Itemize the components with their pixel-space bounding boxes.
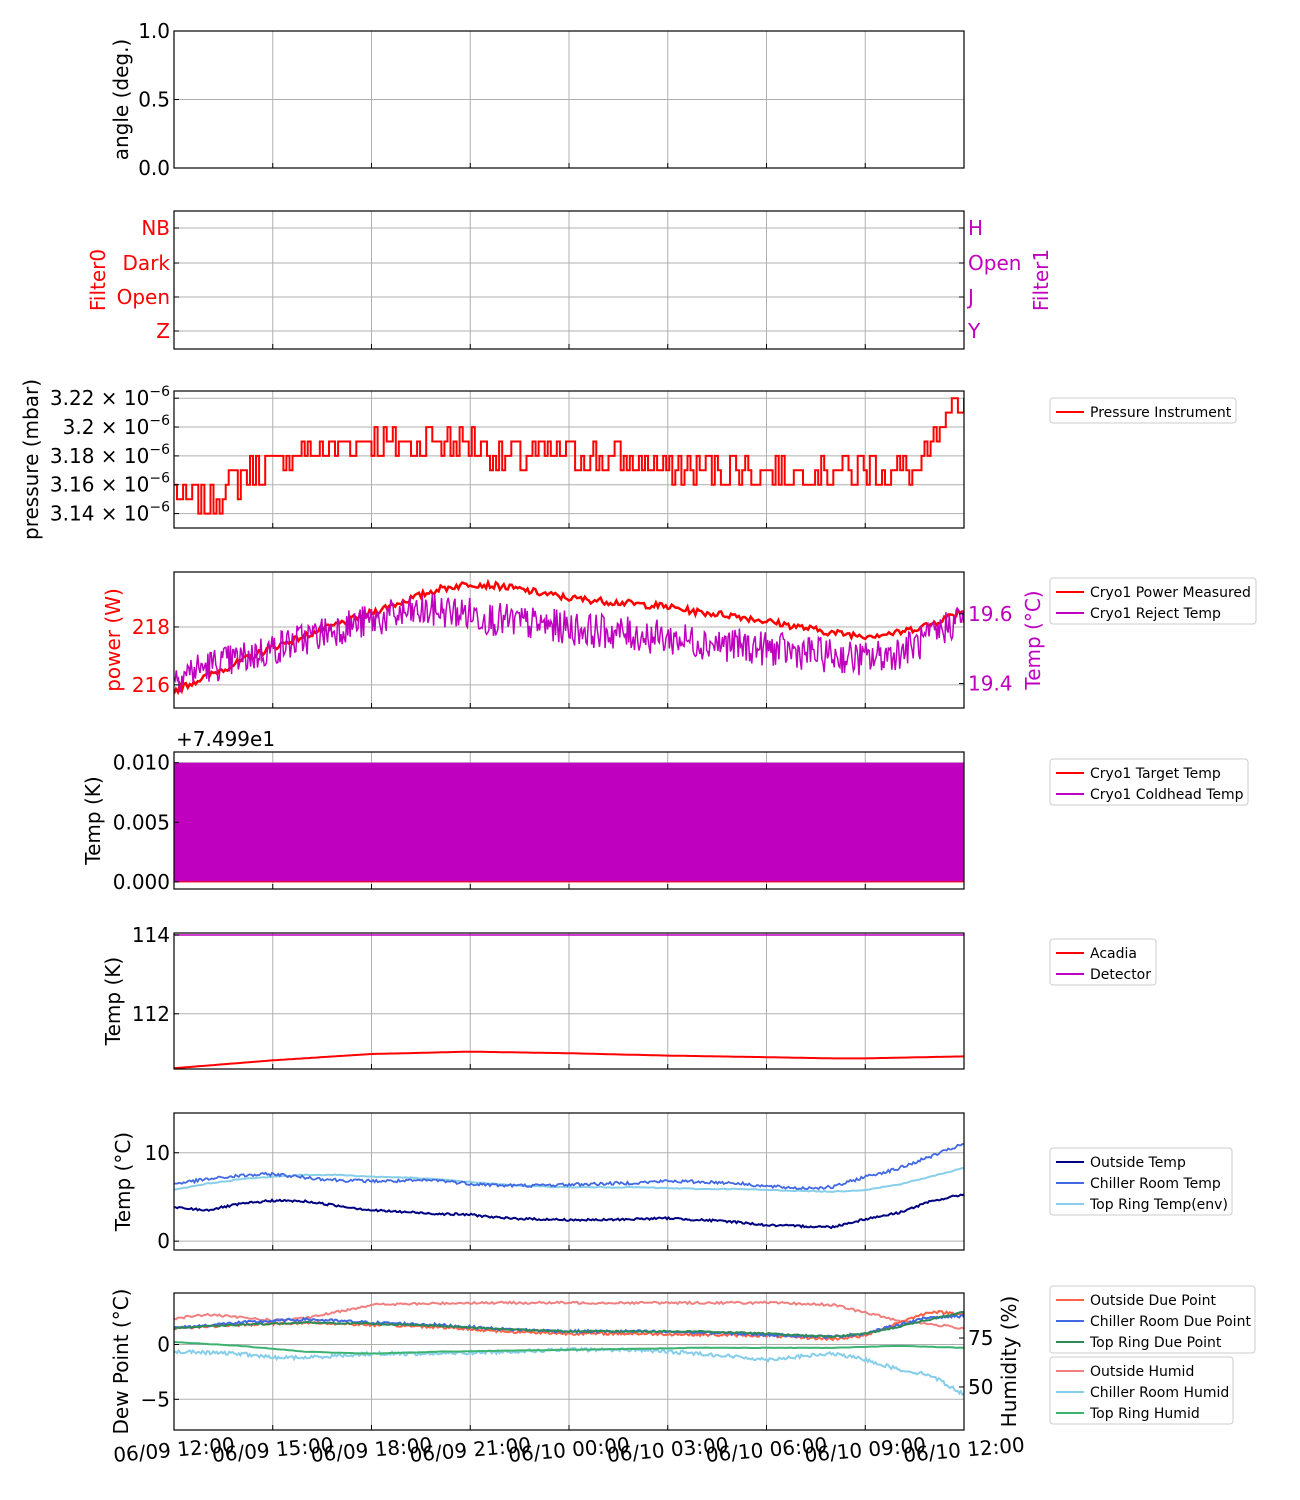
y-axis-label: Filter0 bbox=[86, 249, 110, 311]
y-tick-label: Open bbox=[117, 285, 170, 309]
legend-entry: Chiller Room Due Point bbox=[1090, 1314, 1251, 1330]
y-tick-label: 112 bbox=[132, 1002, 170, 1026]
legend-entry: Top Ring Due Point bbox=[1089, 1335, 1222, 1351]
y-tick-label: 0.005 bbox=[113, 810, 170, 834]
y-tick-label: 3.22 × 10−6 bbox=[50, 384, 170, 410]
series-line-top-ring-temp-env- bbox=[174, 1166, 964, 1194]
legend-entry: Detector bbox=[1090, 967, 1151, 983]
y-tick-label: 1.0 bbox=[138, 19, 170, 43]
legend-entry: Outside Humid bbox=[1090, 1364, 1194, 1380]
y-tick-label: 0.5 bbox=[138, 88, 170, 112]
series-line-chiller-room-temp bbox=[174, 1143, 964, 1191]
y-axis-label: angle (deg.) bbox=[109, 39, 133, 161]
y-axis-label: power (W) bbox=[101, 588, 125, 692]
y-tick-label: 10 bbox=[145, 1141, 170, 1165]
y-tick-label: 0 bbox=[157, 1333, 170, 1357]
y-tick-label-right: 75 bbox=[968, 1326, 993, 1350]
legend-entry: Outside Due Point bbox=[1090, 1293, 1217, 1309]
y-tick-label: 3.18 × 10−6 bbox=[50, 442, 170, 468]
y-axis-label: Dew Point (°C) bbox=[109, 1288, 133, 1434]
y-tick-label: 218 bbox=[132, 615, 170, 639]
legend-layer: Pressure Instrument Cryo1 Power Measured C… bbox=[1049, 397, 1257, 1425]
y-tick-label: 0.0 bbox=[138, 156, 170, 180]
y-axis-label: Humidity (%) bbox=[997, 1296, 1021, 1428]
y-tick-label: Dark bbox=[123, 251, 171, 275]
y-tick-label-right: H bbox=[968, 216, 983, 240]
y-tick-label: −5 bbox=[141, 1387, 170, 1411]
legend-entry: Top Ring Temp(env) bbox=[1089, 1197, 1228, 1213]
y-tick-label-right: 50 bbox=[968, 1375, 993, 1399]
series-fill-cryo1-coldhead-temp bbox=[174, 762, 964, 882]
legend-box bbox=[1049, 1147, 1233, 1216]
y-axis-label: Temp (°C) bbox=[111, 1132, 135, 1232]
legend-entry: Cryo1 Coldhead Temp bbox=[1090, 787, 1244, 803]
y-tick-label: 114 bbox=[132, 923, 170, 947]
series-line-top-ring-humid bbox=[174, 1341, 964, 1355]
legend-box bbox=[1049, 1285, 1256, 1354]
y-tick-label-right: 19.4 bbox=[968, 672, 1013, 696]
y-axis-label: Temp (K) bbox=[81, 776, 105, 865]
legend-entry: Pressure Instrument bbox=[1090, 405, 1232, 421]
legend-entry: Acadia bbox=[1090, 946, 1137, 962]
y-axis-label: Filter1 bbox=[1029, 249, 1053, 311]
y-tick-label: Z bbox=[156, 319, 170, 343]
y-tick-label: NB bbox=[141, 216, 170, 240]
legend-box bbox=[1049, 1356, 1234, 1425]
y-axis-label: Temp (°C) bbox=[1021, 590, 1045, 690]
y-tick-label-right: Y bbox=[967, 319, 981, 343]
y-tick-label-right: Open bbox=[968, 251, 1021, 275]
y-axis-label: pressure (mbar) bbox=[19, 379, 43, 540]
legend-box bbox=[1049, 577, 1257, 625]
y-tick-label: 3.16 × 10−6 bbox=[50, 471, 170, 497]
data-layer bbox=[174, 397, 964, 1397]
axes-layer bbox=[173, 30, 965, 1431]
y-tick-label-right: J bbox=[966, 285, 974, 309]
y-tick-label: 216 bbox=[132, 673, 170, 697]
series-line-outside-temp bbox=[174, 1193, 964, 1230]
legend-box bbox=[1049, 397, 1237, 424]
series-line-top-ring-due-point bbox=[174, 1310, 964, 1339]
legend-box bbox=[1049, 758, 1249, 806]
y-axis-label: Temp (K) bbox=[101, 957, 125, 1046]
legend-entry: Cryo1 Reject Temp bbox=[1090, 606, 1221, 622]
legend-entry: Chiller Room Temp bbox=[1090, 1176, 1221, 1192]
legend-entry: Top Ring Humid bbox=[1089, 1406, 1200, 1422]
legend-entry: Chiller Room Humid bbox=[1090, 1385, 1229, 1401]
legend-entry: Cryo1 Power Measured bbox=[1090, 585, 1251, 601]
series-line-pressure-instrument bbox=[174, 397, 964, 515]
y-tick-label: 0 bbox=[157, 1229, 170, 1253]
offset-text: +7.499e1 bbox=[176, 727, 275, 751]
y-tick-label: 3.2 × 10−6 bbox=[63, 413, 170, 439]
legend-entry: Outside Temp bbox=[1090, 1155, 1186, 1171]
y-tick-label-right: 19.6 bbox=[968, 602, 1013, 626]
y-tick-label: 0.010 bbox=[113, 751, 170, 775]
y-tick-label: 0.000 bbox=[113, 870, 170, 894]
y-tick-label: 3.14 × 10−6 bbox=[50, 500, 170, 526]
series-line-acadia bbox=[174, 1050, 964, 1069]
series-line-cryo1-reject-temp bbox=[174, 593, 964, 693]
legend-entry: Cryo1 Target Temp bbox=[1090, 766, 1221, 782]
